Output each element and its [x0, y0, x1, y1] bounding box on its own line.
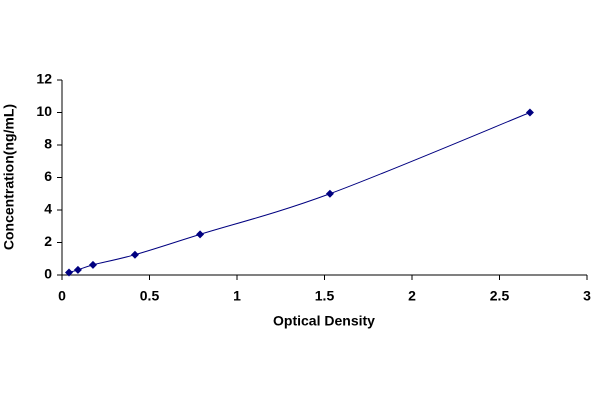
y-tick-label: 6	[44, 168, 52, 184]
y-tick-label: 0	[44, 266, 52, 282]
point	[130, 250, 139, 259]
point	[65, 268, 73, 277]
y-tick-label: 12	[36, 71, 52, 87]
curve	[68, 112, 531, 273]
x-tick-label: 1.5	[315, 288, 335, 304]
x-tick-label: 2.5	[490, 288, 510, 304]
x-tick-label: 2	[408, 288, 416, 304]
y-tick-label: 10	[36, 103, 52, 119]
point	[525, 108, 534, 117]
x-axis-title: Optical Density	[273, 313, 375, 329]
point	[88, 260, 97, 269]
x-tick-label: 3	[583, 288, 591, 304]
x-tick-label: 0	[58, 288, 66, 304]
point	[196, 230, 205, 239]
y-tick-label: 8	[44, 136, 52, 152]
point	[73, 265, 82, 274]
x-tick-label: 0.5	[140, 288, 160, 304]
point	[325, 189, 334, 198]
y-tick-label: 4	[44, 201, 52, 217]
y-tick-label: 2	[44, 233, 52, 249]
x-tick-label: 1	[233, 288, 241, 304]
y-axis-title: Concentration(ng/mL)	[1, 104, 17, 250]
